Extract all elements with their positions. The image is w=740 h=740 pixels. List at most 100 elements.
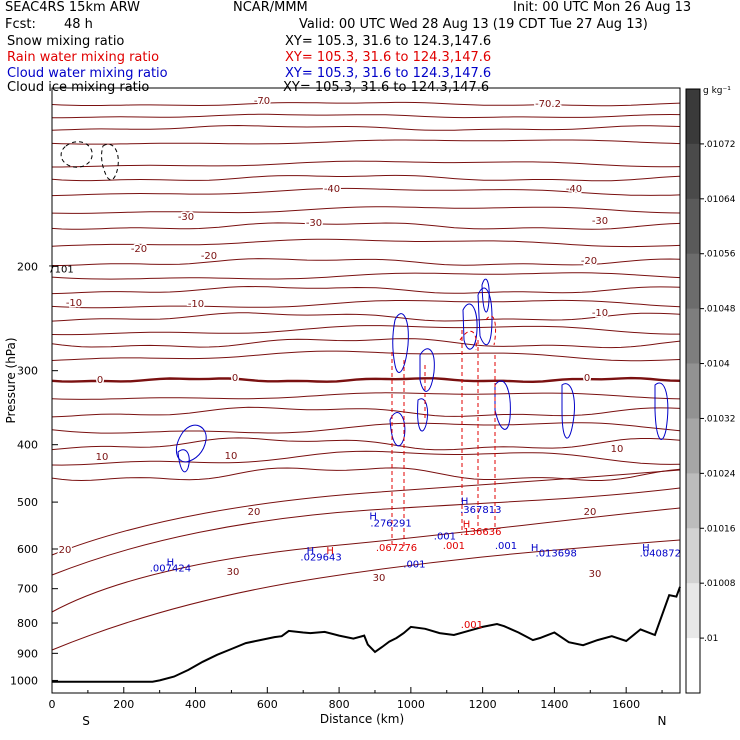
data-annotation: H [167, 558, 175, 569]
isotherm-label: -10 [592, 308, 608, 319]
isotherm-label: 0 [584, 373, 590, 384]
colorbar-swatch [686, 89, 700, 145]
y-tick-label: 500 [17, 496, 38, 509]
data-annotation: .001 [443, 541, 465, 552]
colorbar-label: .01 [704, 634, 718, 644]
colorbar-label: .01048 [704, 305, 736, 315]
mixing-ratio-contour [654, 382, 669, 440]
fcst-value: 48 h [64, 17, 93, 32]
isotherm-line [51, 187, 681, 197]
isotherm-label: -20 [131, 244, 147, 255]
x-tick-label: 400 [185, 698, 206, 711]
isotherm-label: 20 [59, 545, 72, 556]
isotherm-line [51, 101, 681, 107]
colorbar-swatch [686, 143, 700, 200]
field-xy-snow: XY= 105.3, 31.6 to 124.3,147.6 [285, 34, 492, 49]
isotherm-line [51, 139, 681, 145]
data-annotation: H [642, 543, 650, 554]
isotherm-label: -10 [66, 298, 82, 309]
mixing-ratio-contour [419, 348, 435, 392]
isotherm-line [51, 422, 681, 434]
data-annotation: .040872 [640, 549, 681, 560]
x-tick-label: 200 [113, 698, 134, 711]
fcst-label: Fcst: [5, 17, 36, 32]
x-tick-label: 1200 [469, 698, 497, 711]
isotherm-label: 20 [248, 507, 261, 518]
colorbar-swatch [686, 418, 700, 474]
mixing-ratio-contour [60, 141, 93, 168]
colorbar-swatch [686, 473, 700, 529]
terrain-line [52, 586, 681, 683]
data-annotation: .067276 [376, 543, 417, 554]
field-xy-cloud-water: XY= 105.3, 31.6 to 124.3,147.6 [285, 66, 492, 81]
data-annotation: .013698 [536, 549, 577, 560]
data-annotation: .001 [434, 531, 456, 542]
y-tick-label: 900 [17, 647, 38, 660]
y-tick-label: 800 [17, 617, 38, 630]
model-label: SEAC4RS 15km ARW [5, 0, 141, 15]
colorbar-units: g kg⁻¹ [703, 86, 731, 96]
org-label: NCAR/MMM [233, 0, 308, 15]
colorbar-frame [685, 88, 701, 694]
isotherm-line [51, 469, 681, 556]
data-annotation: H [461, 497, 469, 508]
hydrometeor-contours [60, 141, 669, 548]
isotherm-line [51, 206, 681, 214]
data-annotation: .136636 [460, 527, 501, 538]
data-annotation: .007424 [150, 564, 191, 575]
plot-frame [51, 87, 681, 694]
isotherm-line [52, 160, 681, 168]
isotherm-line [51, 487, 681, 576]
isotherm-label: -20 [581, 256, 597, 267]
y-tick-label: 700 [17, 583, 38, 596]
isotherm-label: -30 [178, 212, 194, 223]
y-tick-label: 600 [17, 543, 38, 556]
isotherm-line [51, 299, 681, 309]
y-tick-label: 400 [17, 439, 38, 452]
rain-contour [459, 330, 477, 351]
data-annotation: .001 [403, 560, 425, 571]
mixing-ratio-contour [101, 143, 119, 181]
data-annotation: .029643 [300, 552, 341, 563]
colorbar-swatch [686, 583, 700, 639]
isotherm-label: 10 [611, 444, 624, 455]
isotherm-line [51, 467, 681, 482]
x-tick-label: 600 [257, 698, 278, 711]
isotherm-label: -30 [592, 216, 608, 227]
isotherm-line [52, 258, 681, 266]
isotherm-label: 20 [584, 507, 597, 518]
mixing-ratio-contour [392, 313, 409, 373]
colorbar-swatch [686, 363, 700, 419]
isotherm-label: -10 [188, 299, 204, 310]
mixing-ratio-contour [177, 449, 190, 473]
isotherm-line [51, 285, 681, 295]
isotherm-label: -70.2 [535, 99, 561, 110]
isotherm-label: 30 [589, 569, 602, 580]
isotherm-label: 0 [97, 375, 103, 386]
mixing-ratio-contour [417, 398, 429, 432]
data-annotation: H [531, 543, 539, 554]
isotherm-line [51, 392, 681, 400]
valid-label: Valid: 00 UTC Wed 28 Aug 13 (19 CDT Tue … [299, 17, 648, 32]
north-label: N [658, 714, 667, 728]
colorbar-label: .01056 [704, 250, 736, 260]
isotherm-line [51, 437, 681, 451]
mixing-ratio-contour [462, 303, 478, 350]
isotherm-line [51, 406, 681, 418]
data-annotation: .001 [495, 541, 517, 552]
mixing-ratio-contour [494, 380, 511, 430]
temperature-contours: -70 -70.2 -40 -40 -30 -30 -30 -20 -20 -20 -10 -10 -1… [51, 95, 681, 651]
colorbar-label: .01072 [704, 140, 736, 150]
data-annotation: H [326, 546, 334, 557]
rain-contour [485, 315, 497, 346]
mixing-ratio-contour [561, 383, 575, 439]
colorbar-swatch [686, 198, 700, 255]
isotherm-label: -30 [306, 218, 322, 229]
data-annotation: .276291 [370, 519, 411, 530]
freezing-level-line [51, 376, 681, 384]
colorbar-swatch [686, 528, 700, 584]
data-annotation: .001 [461, 620, 483, 631]
south-label: S [82, 714, 90, 728]
isotherm-label: 30 [373, 573, 386, 584]
